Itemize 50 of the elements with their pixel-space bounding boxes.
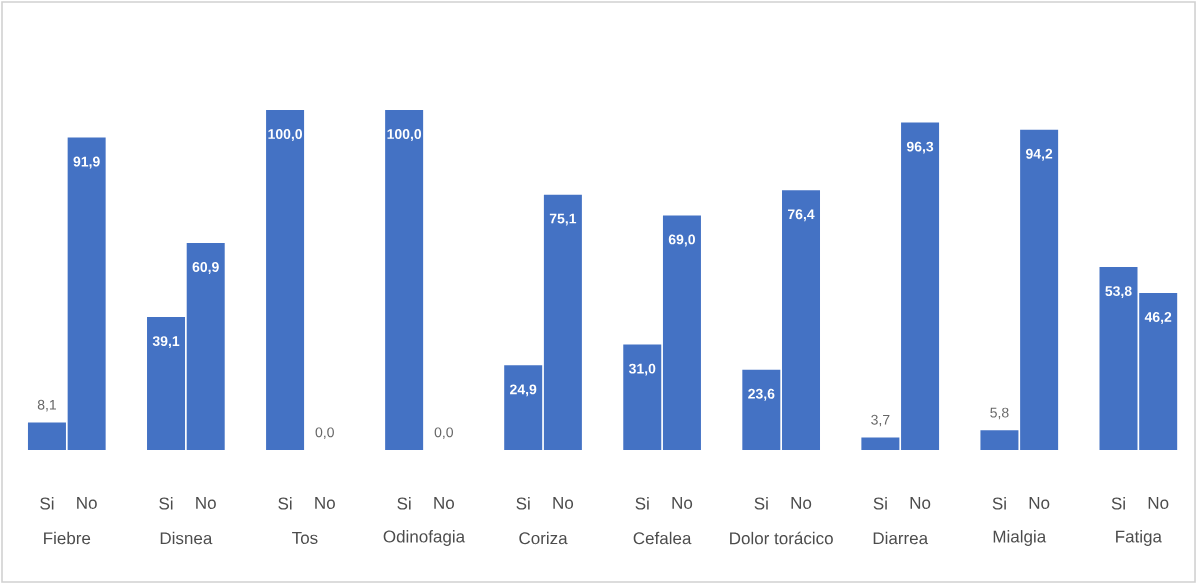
x-tick-label: No <box>910 497 931 509</box>
x-tick-label: Si <box>159 497 173 510</box>
x-tick-label: Si <box>635 497 649 510</box>
data-label: 0,0 <box>434 427 454 439</box>
data-label: 53,8 <box>1105 286 1132 299</box>
data-label: 0,0 <box>315 427 334 439</box>
x-tick-label: Si <box>516 497 530 510</box>
x-tick-label: No <box>1029 497 1050 509</box>
text: Odinofagia <box>383 530 466 546</box>
data-label: 39,1 <box>152 336 180 349</box>
x-tick-label: No <box>315 497 335 509</box>
data-label: 46,2 <box>1144 312 1172 324</box>
text: Coriza <box>519 531 568 545</box>
text: Dolor torácico <box>730 531 833 545</box>
x-tick-label: No <box>196 497 216 509</box>
x-tick-label: No <box>553 497 574 509</box>
text: Tos <box>292 532 318 544</box>
x-tick-label: Si <box>1111 497 1125 510</box>
data-label: 94,2 <box>1025 148 1053 161</box>
text: Diarrea <box>873 531 929 545</box>
data-label: 60,9 <box>192 262 219 274</box>
data-label: 76,4 <box>787 209 815 222</box>
data-label: 100,0 <box>387 129 422 141</box>
x-tick-label: Si <box>754 497 768 510</box>
data-label: 5,8 <box>990 407 1009 420</box>
x-tick-label: Si <box>278 497 292 510</box>
data-label: 31,0 <box>628 363 656 376</box>
x-tick-label: No <box>1148 497 1169 509</box>
data-label: 100,0 <box>268 129 303 141</box>
x-tick-label: No <box>434 497 454 509</box>
text: Fiebre <box>44 531 91 545</box>
x-tick-label: Si <box>40 497 54 510</box>
text: Cefalea <box>633 531 692 545</box>
x-tick-label: No <box>791 497 812 509</box>
data-label: 69,0 <box>668 234 695 247</box>
text: Disnea <box>160 531 213 545</box>
data-label: 75,1 <box>549 213 577 226</box>
x-tick-label: Si <box>992 497 1006 510</box>
data-label: 23,6 <box>748 388 775 401</box>
data-label: 3,7 <box>871 414 890 427</box>
data-label: 8,1 <box>37 399 56 412</box>
text: Fatiga <box>1116 530 1162 546</box>
data-label: 91,9 <box>73 156 100 169</box>
x-tick-label: Si <box>873 497 887 510</box>
text: Mialgia <box>993 530 1047 546</box>
x-tick-label: No <box>672 497 693 509</box>
x-tick-label: No <box>77 497 97 509</box>
x-tick-label: Si <box>397 497 411 510</box>
data-label: 24,9 <box>510 384 537 397</box>
data-label: 96,3 <box>906 141 934 154</box>
